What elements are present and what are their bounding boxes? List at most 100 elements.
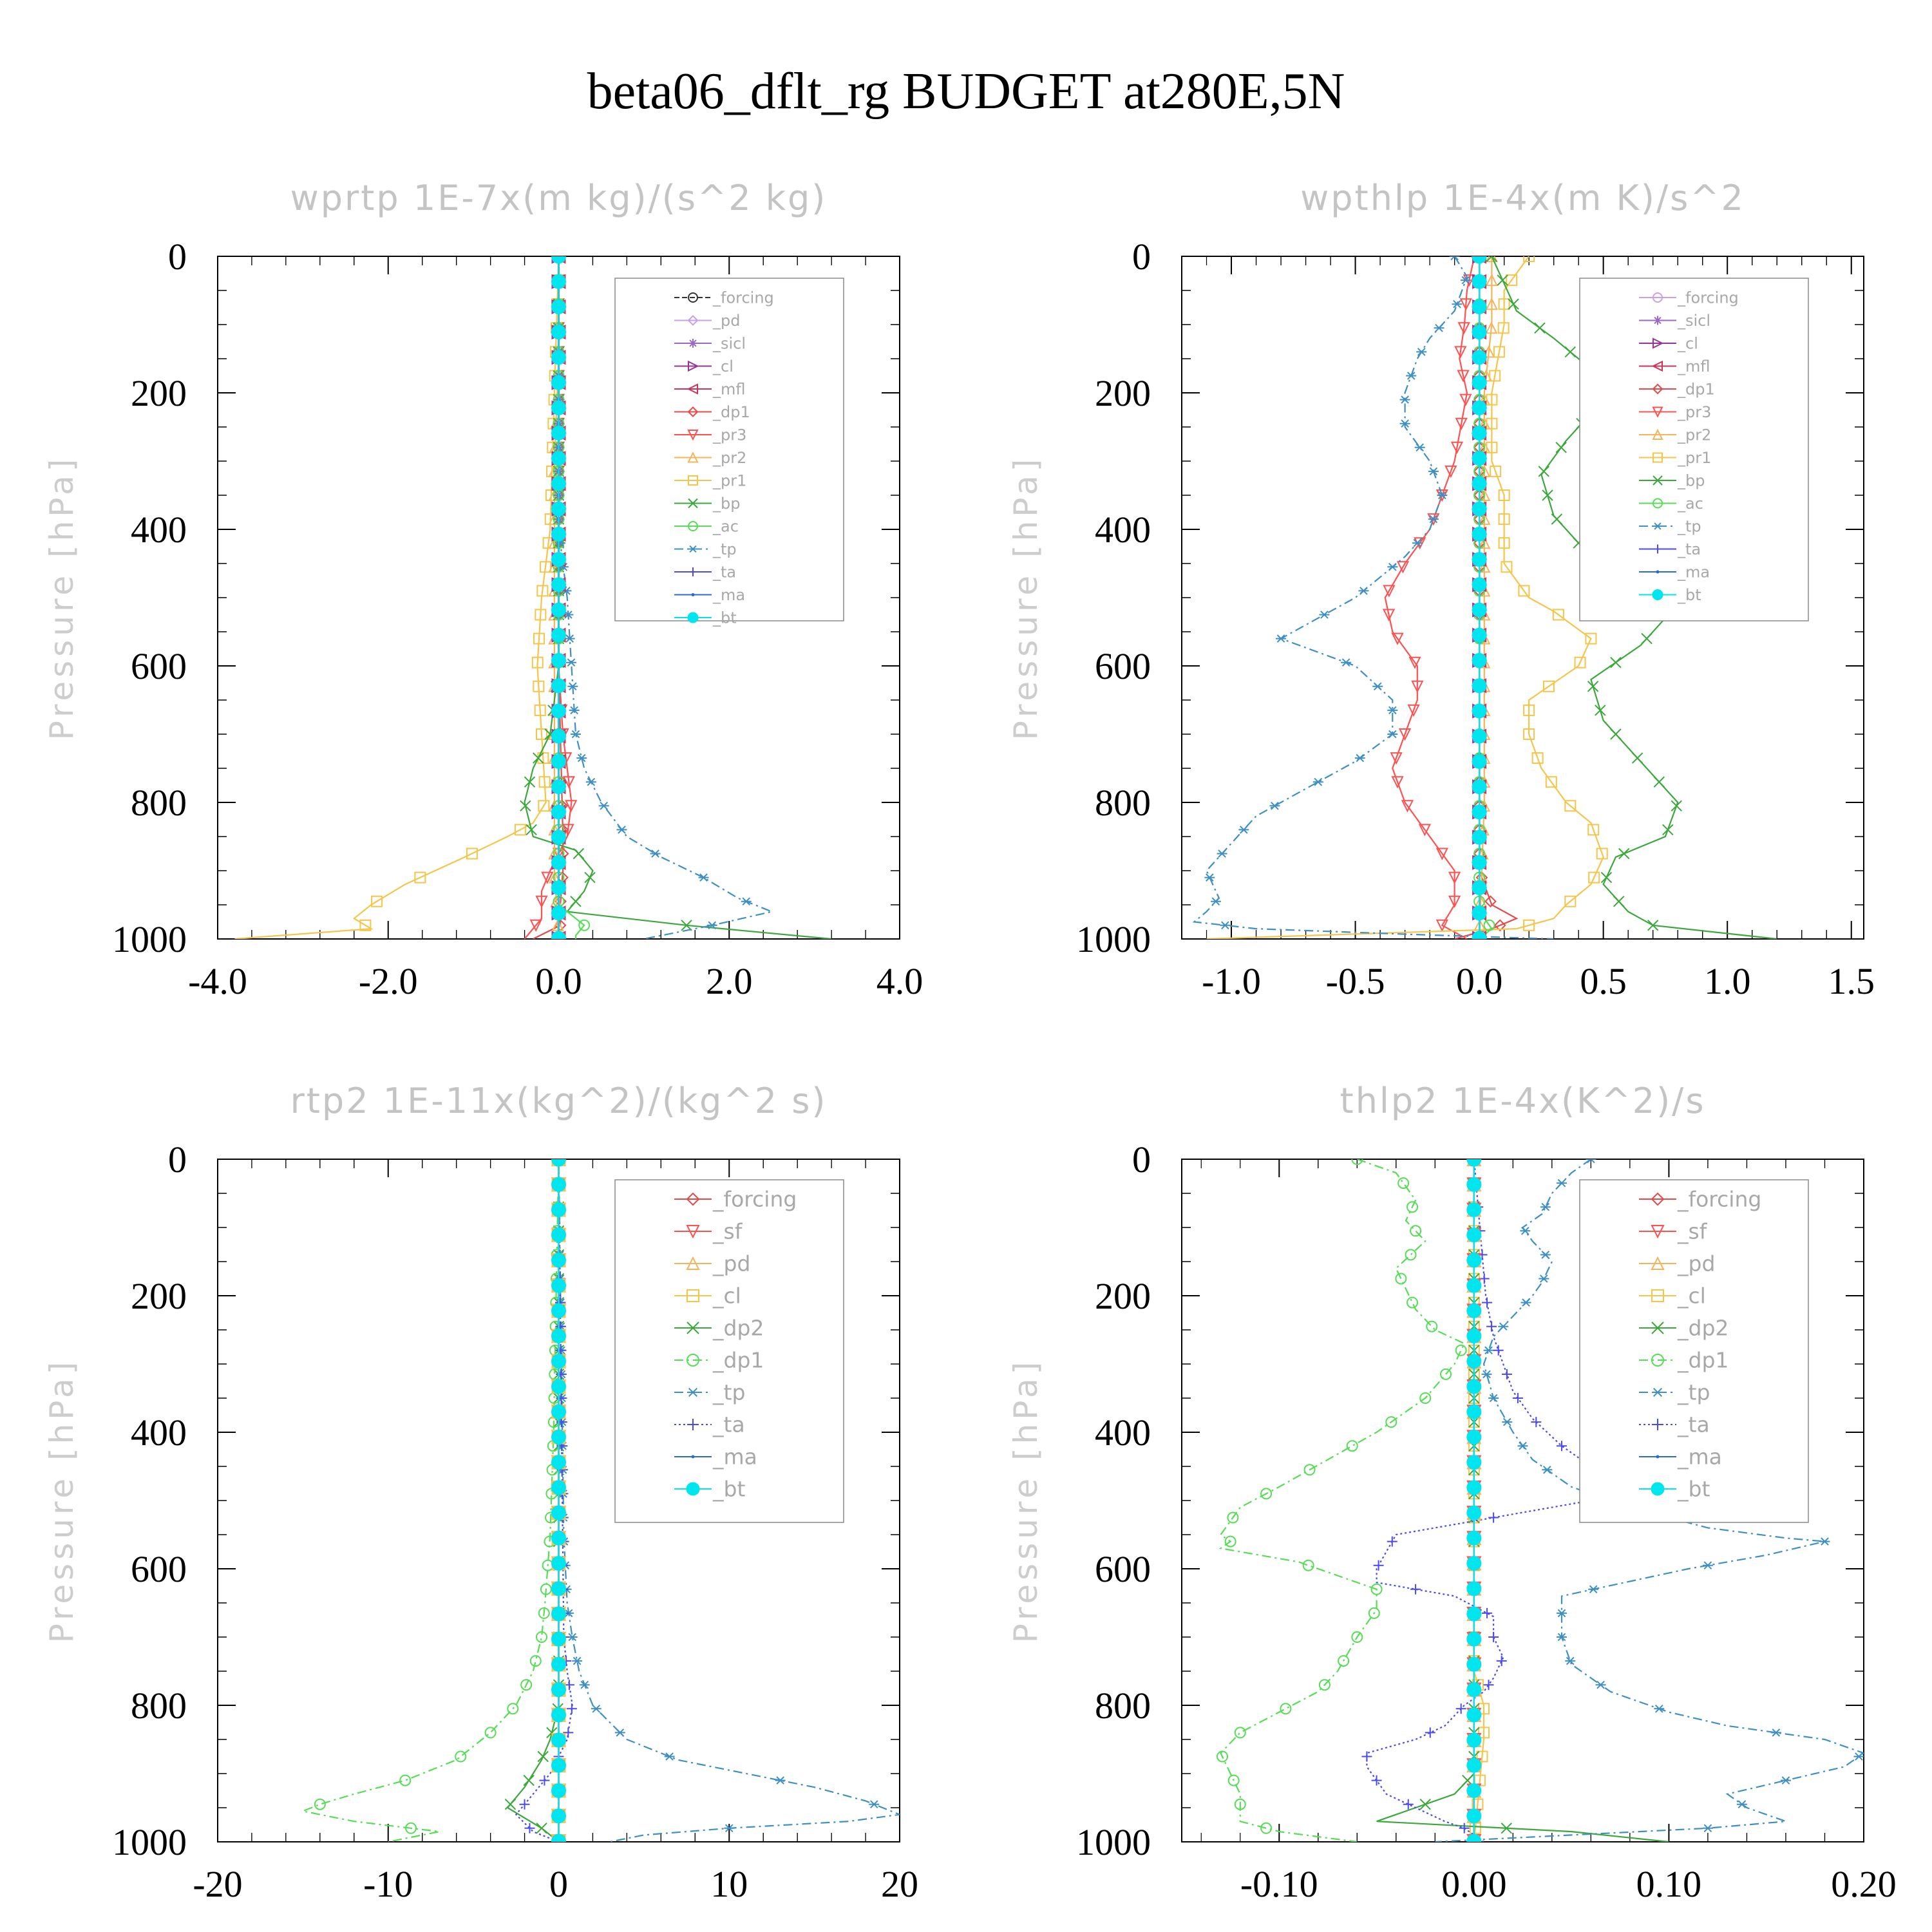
series-marker	[1448, 895, 1461, 908]
series-marker	[551, 501, 566, 516]
series-marker	[1506, 274, 1518, 287]
legend-marker	[1652, 383, 1663, 395]
legend-label: _dp1	[1677, 380, 1715, 398]
legend-label: _ma	[1677, 1444, 1722, 1470]
series-marker	[551, 703, 566, 719]
series-marker	[1587, 681, 1599, 692]
series-marker	[551, 678, 566, 694]
series-marker	[664, 1752, 675, 1761]
series-marker	[551, 627, 566, 643]
legend-label: _pr2	[1677, 426, 1711, 444]
series-marker	[551, 728, 566, 744]
legend-marker	[1652, 589, 1663, 600]
series-marker	[551, 451, 566, 466]
series-marker	[576, 753, 587, 762]
y-tick-label: 200	[1095, 1275, 1151, 1317]
series-marker	[551, 829, 566, 845]
series-marker	[1736, 1800, 1747, 1809]
series-marker	[1610, 656, 1622, 668]
series-marker	[551, 1606, 566, 1622]
legend-marker	[1653, 292, 1663, 303]
legend-label: _forcing	[1677, 1187, 1761, 1212]
series-marker	[573, 848, 585, 860]
series-marker	[551, 426, 566, 441]
series-marker	[1498, 489, 1510, 501]
series-marker	[551, 1505, 566, 1520]
series-marker	[1459, 393, 1472, 406]
series-marker	[1476, 1750, 1488, 1763]
legend-label: _pd	[712, 1251, 750, 1276]
series_bt	[1472, 256, 1487, 939]
series-marker	[1647, 920, 1659, 931]
legend-label: _tp	[1677, 517, 1701, 535]
series-marker	[1472, 753, 1487, 769]
legend: _forcing _sicl _cl _mfl _dp1 _pr3 _pr2 _pr1 _bp _…	[1579, 278, 1809, 621]
series-marker	[1478, 536, 1491, 549]
series-marker	[579, 1680, 590, 1689]
series-marker	[1466, 1404, 1482, 1419]
series-marker	[1574, 656, 1586, 668]
series-marker	[563, 1727, 574, 1738]
chart-panel-2: wpthlp 1E-4x(m K)/s^2 Pressure [hPa] 0 200 4…	[1007, 178, 1875, 1002]
series-marker	[1483, 1346, 1494, 1355]
legend-item: _pr1	[674, 471, 746, 489]
series-marker	[1227, 1511, 1239, 1524]
series-marker	[1523, 256, 1535, 262]
series-group	[1192, 256, 1777, 939]
series-marker	[514, 824, 526, 836]
series-marker	[1387, 706, 1398, 715]
legend-marker	[688, 545, 697, 553]
series-marker	[1472, 678, 1487, 694]
series-marker	[1466, 1177, 1482, 1192]
series-marker	[1472, 375, 1487, 390]
legend-label: _forcing	[712, 289, 774, 307]
y-tick-label: 800	[131, 782, 187, 824]
series-marker	[1466, 1682, 1482, 1698]
series-marker	[1483, 919, 1495, 931]
x-tick-label: -1.0	[1202, 960, 1261, 1002]
series-marker	[1478, 464, 1491, 477]
series-marker	[1501, 1368, 1512, 1379]
series-marker	[551, 1833, 566, 1842]
series-marker	[1472, 577, 1487, 592]
legend-label: _ta	[1677, 540, 1701, 558]
series-marker	[1346, 1440, 1358, 1452]
series-marker	[551, 1757, 566, 1773]
series-marker	[1466, 1227, 1482, 1243]
series-marker	[1466, 1253, 1482, 1268]
series-marker	[1217, 849, 1227, 858]
series-marker	[1220, 921, 1231, 930]
series-marker	[1466, 1556, 1482, 1571]
legend-item: _ma	[674, 586, 745, 604]
series-marker	[1406, 372, 1417, 380]
series-marker	[1428, 467, 1439, 476]
series-marker	[533, 632, 545, 645]
series-line	[524, 256, 573, 939]
series-marker	[414, 871, 426, 884]
legend-label: _ta	[712, 563, 736, 581]
series-marker	[1466, 1833, 1482, 1842]
panel-title: wprtp 1E-7x(m kg)/(s^2 kg)	[290, 178, 828, 218]
series-marker	[551, 918, 564, 931]
series-marker	[1466, 1581, 1482, 1596]
series-marker	[1472, 703, 1487, 719]
series-marker	[1702, 1561, 1713, 1570]
series-marker	[1426, 1320, 1438, 1332]
y-tick-label: 600	[1095, 1548, 1151, 1590]
legend-label: _ta	[1677, 1412, 1710, 1437]
legend-marker	[687, 1354, 699, 1367]
series-marker	[1523, 919, 1535, 931]
series-marker	[1318, 1679, 1331, 1691]
legend-label: _pr1	[712, 471, 746, 489]
series-marker	[572, 1656, 583, 1665]
series-marker	[537, 1750, 549, 1763]
legend-marker	[1652, 1387, 1663, 1397]
series-marker	[551, 325, 566, 340]
legend-item: _dp1	[1639, 1348, 1728, 1373]
series-marker	[531, 656, 544, 668]
series-marker	[526, 824, 537, 836]
series-marker	[1234, 1798, 1246, 1810]
series-marker	[569, 706, 580, 715]
series-marker	[1595, 1680, 1606, 1689]
series-marker	[504, 1798, 516, 1810]
